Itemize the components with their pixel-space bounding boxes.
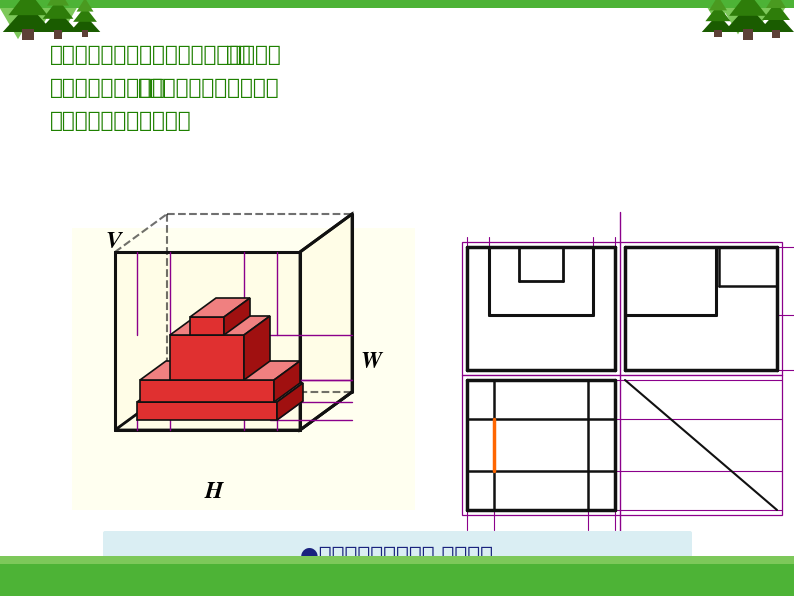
Bar: [82, 30, 88, 37]
Polygon shape: [709, 0, 727, 10]
Polygon shape: [70, 15, 100, 32]
Text: 宽及上下两个面的实形．: 宽及上下两个面的实形．: [50, 111, 191, 131]
Polygon shape: [137, 383, 303, 402]
Polygon shape: [190, 317, 224, 335]
Bar: [0, 0, 794, 8]
Polygon shape: [723, 5, 773, 32]
Polygon shape: [137, 402, 277, 420]
Polygon shape: [43, 8, 77, 37]
Polygon shape: [224, 298, 250, 335]
Polygon shape: [705, 5, 730, 21]
Bar: [0, 564, 794, 596]
Polygon shape: [140, 380, 274, 402]
Polygon shape: [9, 0, 48, 15]
Polygon shape: [723, 8, 754, 35]
Bar: [0, 556, 794, 566]
Polygon shape: [767, 8, 785, 23]
Polygon shape: [115, 392, 352, 430]
Bar: [54, 30, 63, 39]
Text: 从上向下正对着物体观察，画出俦视图，: 从上向下正对着物体观察，画出俦视图，: [50, 45, 282, 65]
Polygon shape: [73, 7, 97, 22]
Polygon shape: [190, 298, 250, 317]
Polygon shape: [140, 361, 300, 380]
Polygon shape: [76, 0, 94, 11]
Polygon shape: [300, 214, 352, 430]
Text: W: W: [360, 351, 381, 373]
Polygon shape: [762, 2, 790, 20]
Text: 布置: 布置: [225, 45, 252, 65]
Text: H: H: [205, 481, 223, 503]
Polygon shape: [766, 0, 786, 8]
Polygon shape: [170, 316, 270, 335]
Polygon shape: [707, 8, 728, 26]
Polygon shape: [745, 8, 771, 30]
Bar: [715, 30, 722, 38]
Polygon shape: [28, 8, 52, 30]
Polygon shape: [3, 4, 53, 32]
Bar: [742, 29, 754, 40]
Polygon shape: [43, 0, 73, 19]
Text: 在主视图的正下方，: 在主视图的正下方，: [50, 78, 166, 98]
Polygon shape: [277, 383, 303, 420]
Text: ●俦视图反映：前、后 、左、右: ●俦视图反映：前、后 、左、右: [300, 546, 494, 566]
Polygon shape: [702, 14, 734, 32]
Polygon shape: [38, 10, 78, 32]
Polygon shape: [274, 361, 300, 402]
Polygon shape: [0, 8, 37, 39]
Polygon shape: [244, 316, 270, 380]
Polygon shape: [115, 252, 300, 430]
Text: 俦视图反映了物体的长和: 俦视图反映了物体的长和: [138, 78, 279, 98]
Polygon shape: [729, 0, 767, 16]
Polygon shape: [758, 12, 794, 32]
Polygon shape: [47, 0, 69, 5]
Text: V: V: [105, 231, 121, 253]
Bar: [772, 30, 780, 38]
Polygon shape: [72, 228, 415, 510]
Bar: [22, 29, 33, 41]
Polygon shape: [170, 335, 244, 380]
FancyBboxPatch shape: [103, 531, 692, 581]
